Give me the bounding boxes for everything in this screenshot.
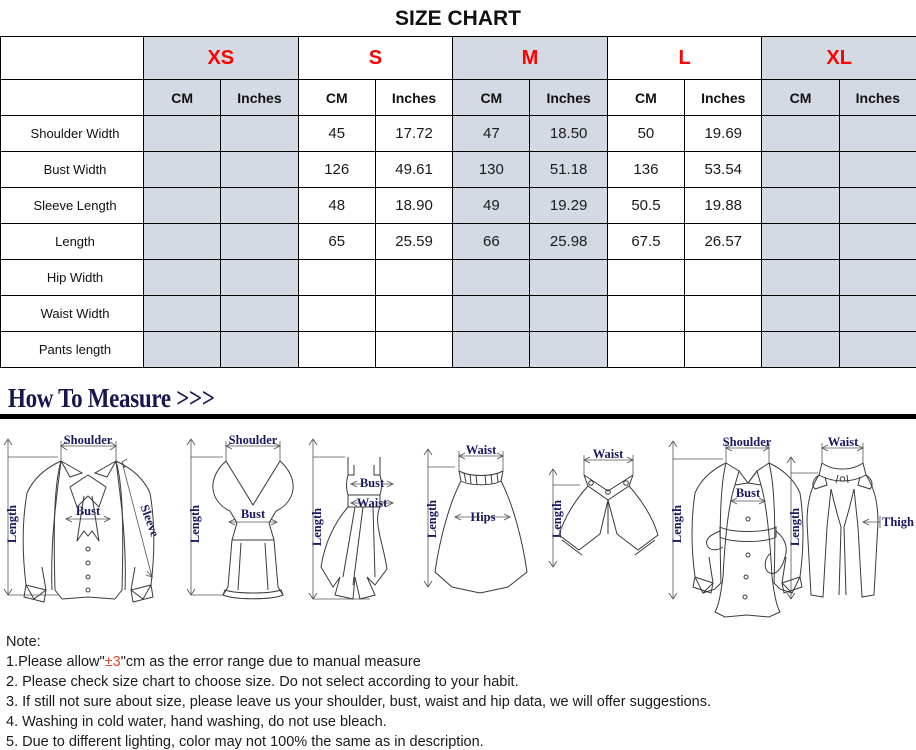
svg-text:Length: Length: [550, 500, 564, 538]
svg-text:Shoulder: Shoulder: [64, 433, 113, 447]
svg-text:Sleeve: Sleeve: [137, 503, 162, 540]
svg-text:Length: Length: [5, 505, 19, 543]
svg-text:Waist: Waist: [828, 435, 859, 449]
svg-text:Length: Length: [788, 508, 802, 546]
svg-text:Length: Length: [670, 505, 684, 543]
svg-text:Length: Length: [188, 505, 202, 543]
svg-text:Thigh: Thigh: [882, 515, 914, 529]
svg-text:Waist: Waist: [357, 496, 388, 510]
svg-text:Shoulder: Shoulder: [229, 433, 278, 447]
svg-text:Hips: Hips: [470, 510, 495, 524]
svg-text:Length: Length: [310, 508, 324, 546]
svg-text:Bust: Bust: [241, 507, 266, 521]
svg-text:Bust: Bust: [76, 504, 101, 518]
svg-text:Shoulder: Shoulder: [723, 435, 772, 449]
svg-text:Bust: Bust: [736, 486, 761, 500]
svg-text:Length: Length: [425, 500, 439, 538]
svg-text:Waist: Waist: [466, 443, 497, 457]
svg-text:Waist: Waist: [593, 447, 624, 461]
